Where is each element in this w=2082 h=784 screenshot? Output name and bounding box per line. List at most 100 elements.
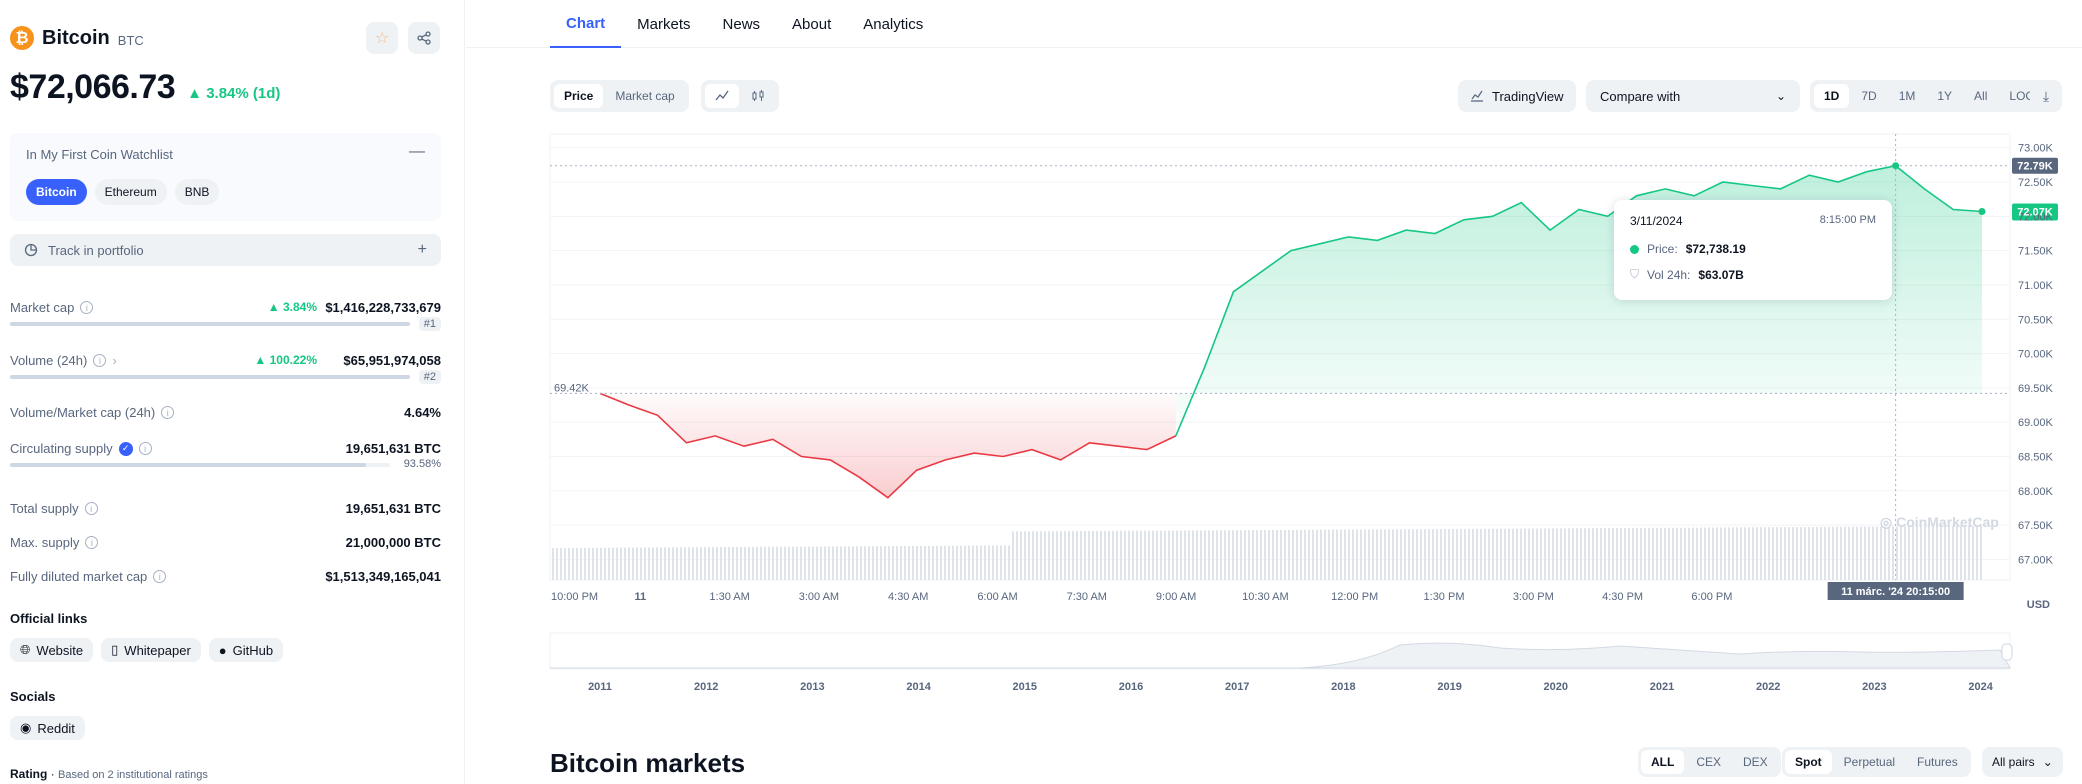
info-icon[interactable]: i <box>161 406 175 419</box>
metric-toggle: Price Market cap <box>550 80 689 112</box>
range-1d[interactable]: 1D <box>1814 84 1850 108</box>
volume-bar <box>720 547 722 580</box>
volume-bar <box>10 375 410 379</box>
circ-supply-pct: 93.58% <box>403 458 441 470</box>
y-tick-label: 69.50K <box>2018 383 2054 395</box>
volume-bar <box>896 546 898 580</box>
info-icon[interactable]: i <box>84 502 98 515</box>
download-button[interactable]: ⤓ <box>2030 80 2062 112</box>
candle-chart-button[interactable] <box>741 84 775 108</box>
volume-bar <box>1612 528 1614 580</box>
volume-bar <box>732 546 734 580</box>
info-icon[interactable]: i <box>138 442 152 455</box>
volume-bar <box>1500 528 1502 580</box>
volume-bar <box>1688 527 1690 580</box>
last-price-tag <box>2012 203 2058 221</box>
volume-bar <box>1492 528 1494 580</box>
range-all[interactable]: All <box>1974 89 1988 103</box>
volume-bar <box>1352 529 1354 580</box>
volume-bar <box>1116 530 1118 580</box>
volume-bar <box>1052 531 1054 580</box>
market-kind-spot[interactable]: Spot <box>1785 750 1832 774</box>
all-pairs-select[interactable]: All pairs ⌄ <box>1982 747 2063 777</box>
volume-bar <box>716 547 718 580</box>
range-1y[interactable]: 1Y <box>1937 89 1953 103</box>
volume-bar <box>948 545 950 580</box>
volume-bar <box>1876 526 1878 580</box>
tab-analytics[interactable]: Analytics <box>863 15 924 33</box>
stat-circulating-supply: Circulating supply ✓ i 19,651,631 BTC 93.5… <box>10 441 441 475</box>
navigator-year-label: 2024 <box>1968 681 1993 693</box>
watchlist-star-button[interactable]: ☆ <box>366 22 398 54</box>
range-7d[interactable]: 7D <box>1861 89 1877 103</box>
volume-bar <box>1272 529 1274 580</box>
volume-bar <box>1032 531 1034 580</box>
tradingview-button[interactable]: TradingView <box>1458 80 1576 112</box>
volume-bar <box>952 545 954 580</box>
coin-header: ₿ Bitcoin BTC <box>10 26 144 50</box>
tab-chart[interactable]: Chart <box>550 0 622 48</box>
chip-bitcoin[interactable]: Bitcoin <box>26 179 87 205</box>
volume-bar <box>1448 528 1450 580</box>
volume-bar <box>1488 528 1490 580</box>
info-icon[interactable]: i <box>153 570 167 583</box>
tab-about[interactable]: About <box>792 15 832 33</box>
volume-bar <box>1632 527 1634 580</box>
tab-news[interactable]: News <box>722 15 761 33</box>
volume-bar <box>1268 529 1270 580</box>
volume-bar <box>1908 526 1910 580</box>
info-icon[interactable]: i <box>85 536 99 549</box>
chevron-right-icon[interactable]: › <box>112 353 117 368</box>
range-log[interactable]: LOG <box>2009 89 2035 103</box>
navigator-year-label: 2017 <box>1225 681 1249 693</box>
share-button[interactable] <box>408 22 440 54</box>
reddit-icon: ◉ <box>20 720 32 735</box>
y-tick-label: 70.50K <box>2018 314 2054 326</box>
market-kind-futures[interactable]: Futures <box>1917 755 1958 769</box>
metric-market-cap[interactable]: Market cap <box>615 89 675 103</box>
navigator-area <box>550 642 2011 669</box>
volume-bar <box>844 546 846 580</box>
chip-ethereum[interactable]: Ethereum <box>94 179 167 205</box>
volume-bar <box>1948 526 1950 580</box>
high-price-tag <box>2012 157 2058 174</box>
volume-bar <box>664 547 666 580</box>
collapse-button[interactable]: — <box>409 143 425 160</box>
volume-bar <box>828 546 830 580</box>
track-portfolio-button[interactable]: Track in portfolio + <box>10 234 441 266</box>
price-chart[interactable]: 73.00K 72.50K 72.00K 71.50K 71.00K 70.50K 70.0… <box>0 0 2082 700</box>
volume-bar <box>1412 529 1414 580</box>
market-type-all[interactable]: ALL <box>1641 750 1685 774</box>
volume-bar <box>876 546 878 580</box>
last-price-label: 72.07K <box>2017 207 2053 219</box>
volume-bar <box>768 546 770 580</box>
volume-bar <box>1048 531 1050 580</box>
market-type-cex[interactable]: CEX <box>1696 755 1722 769</box>
tab-markets[interactable]: Markets <box>637 15 691 33</box>
market-type-dex[interactable]: DEX <box>1743 755 1768 769</box>
volume-bar <box>1104 530 1106 580</box>
info-icon[interactable]: i <box>80 301 94 314</box>
volume-bar <box>1008 545 1010 580</box>
volume-bar <box>1832 526 1834 580</box>
info-icon[interactable]: i <box>93 354 107 367</box>
range-1m[interactable]: 1M <box>1898 89 1916 103</box>
website-link[interactable]: 🌐︎ Website <box>10 638 94 662</box>
volume-bar <box>1440 529 1442 580</box>
volume-bar <box>1824 526 1826 580</box>
line-chart-button[interactable] <box>705 84 739 108</box>
volume-bar <box>1012 531 1014 580</box>
volume-bar <box>1652 527 1654 580</box>
volume-bar <box>1348 529 1350 580</box>
market-kind-perpetual[interactable]: Perpetual <box>1843 755 1896 769</box>
reddit-link[interactable]: ◉ Reddit <box>10 716 85 740</box>
compare-select[interactable]: Compare with ⌄ <box>1586 80 1800 112</box>
currency-label: USD <box>2027 599 2050 611</box>
whitepaper-link[interactable]: ▯ Whitepaper <box>101 638 201 662</box>
volume-bar <box>724 547 726 580</box>
chip-bnb[interactable]: BNB <box>174 179 220 205</box>
volume-bar <box>1780 527 1782 580</box>
github-link[interactable]: ● GitHub <box>208 638 284 662</box>
volume-bar <box>1312 529 1314 580</box>
metric-price[interactable]: Price <box>554 84 604 108</box>
